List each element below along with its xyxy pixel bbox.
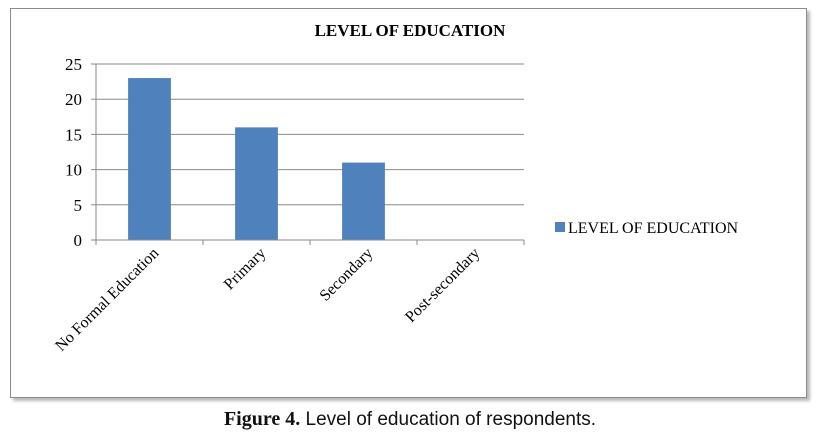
x-category-label: Primary <box>221 245 269 293</box>
y-tick-label: 0 <box>74 231 83 250</box>
chart-title: LEVEL OF EDUCATION <box>315 21 507 40</box>
x-category-label: Post-secondary <box>402 245 483 326</box>
x-category-label: Secondary <box>317 245 377 305</box>
figure-caption: Figure 4. Level of education of responde… <box>0 408 820 431</box>
y-tick-label: 25 <box>65 55 82 74</box>
legend: LEVEL OF EDUCATION <box>555 220 739 237</box>
y-tick-label: 20 <box>65 90 82 109</box>
bar-chart: LEVEL OF EDUCATION 0 5 10 15 20 25 No Formal … <box>52 21 739 355</box>
figure-caption-text: Level of education of respondents. <box>300 409 597 430</box>
legend-swatch <box>555 222 565 232</box>
axes <box>91 63 525 245</box>
y-axis-ticks: 0 5 10 15 20 25 <box>65 55 82 250</box>
y-tick-label: 5 <box>74 196 83 215</box>
x-axis-labels: No Formal Education Primary Secondary Post-… <box>52 245 483 355</box>
y-tick-label: 15 <box>65 125 82 144</box>
bars <box>128 78 385 240</box>
x-category-label: No Formal Education <box>52 245 162 355</box>
legend-label: LEVEL OF EDUCATION <box>568 220 739 237</box>
bar <box>235 127 278 240</box>
bar <box>342 162 385 240</box>
figure-label: Figure 4. <box>223 408 301 430</box>
y-tick-label: 10 <box>65 161 82 180</box>
bar <box>128 78 171 240</box>
